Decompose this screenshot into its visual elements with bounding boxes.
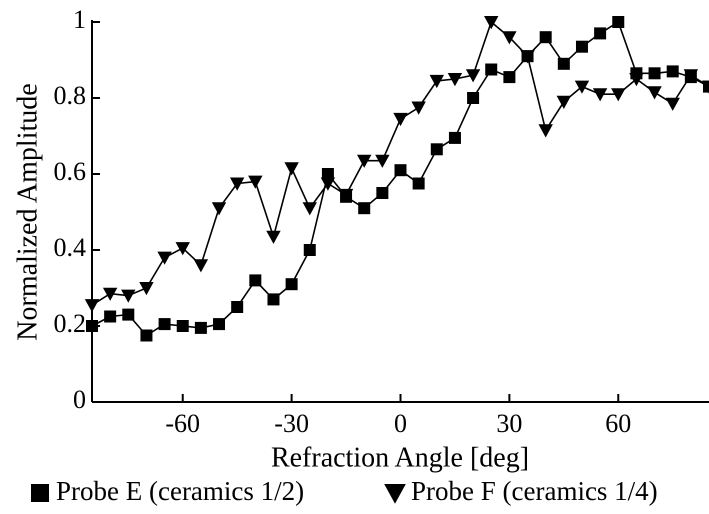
data-point [503,71,516,84]
data-point [484,16,499,30]
data-point [139,282,154,296]
data-point [683,69,699,83]
data-point [465,69,481,83]
data-point [412,177,425,190]
data-point [539,31,552,44]
data-point [556,95,572,109]
data-point [104,310,117,323]
data-point [629,73,644,87]
data-point [594,27,607,40]
legend-marker [31,484,49,502]
data-point [592,88,608,102]
data-point [231,301,244,313]
data-point [393,112,408,127]
data-point [666,65,679,78]
data-point [285,278,298,291]
x-axis-label: Refraction Angle [deg] [271,442,529,473]
legend-text: Probe F (ceramics 1/4) [411,476,658,506]
data-point [175,242,190,256]
y-tick-label: 1 [73,5,86,34]
data-point [467,92,480,104]
plot-area [84,16,709,342]
y-axis-label: Normalized Amplitude [12,83,43,340]
data-point [574,80,590,94]
y-tick-label: 0 [73,385,86,414]
data-point [194,321,207,334]
x-tick-label: 60 [605,409,631,438]
data-point [358,202,371,215]
data-point [249,274,262,287]
data-point [575,40,588,53]
x-tick-label: -30 [274,409,309,438]
y-tick-label: 0.4 [54,233,87,262]
data-point [266,230,281,244]
x-tick-label: 0 [394,409,407,438]
series-line [91,20,709,306]
data-point [538,124,553,138]
data-point [485,63,498,76]
y-tick-label: 0.2 [54,309,87,338]
data-point [647,86,662,100]
data-point [430,143,443,156]
data-point [357,154,372,168]
data-point [447,73,463,87]
data-point [248,175,263,189]
data-point [557,57,570,70]
data-point [121,289,136,303]
data-point [321,168,334,180]
data-point [394,164,407,177]
data-point [284,162,299,176]
data-point [176,320,189,332]
data-point [158,318,171,331]
x-tick-label: -60 [165,409,200,438]
data-point [520,50,535,64]
data-point [213,318,226,331]
data-point [448,131,461,144]
data-point [302,202,317,216]
data-point [267,293,280,306]
y-tick-label: 0.8 [54,81,87,110]
data-point [376,187,389,199]
data-point [193,259,209,273]
data-point [411,101,426,115]
data-point [140,329,153,342]
series-line [91,20,709,337]
data-point [648,67,661,80]
data-point [320,177,336,191]
data-point [102,287,118,301]
data-point [611,88,626,102]
data-point [122,308,135,321]
data-point [612,16,625,28]
data-point [338,188,354,203]
data-point [211,202,227,216]
legend-text: Probe E (ceramics 1/2) [56,476,304,506]
data-point [502,31,517,45]
data-point [701,80,709,94]
x-tick-label: 30 [496,409,522,438]
data-point [665,97,680,111]
data-point [429,74,444,89]
data-point [375,154,390,168]
data-point [303,244,316,256]
data-point [157,251,172,265]
legend-marker [384,484,406,504]
y-tick-label: 0.6 [54,157,87,186]
data-point [229,177,245,191]
